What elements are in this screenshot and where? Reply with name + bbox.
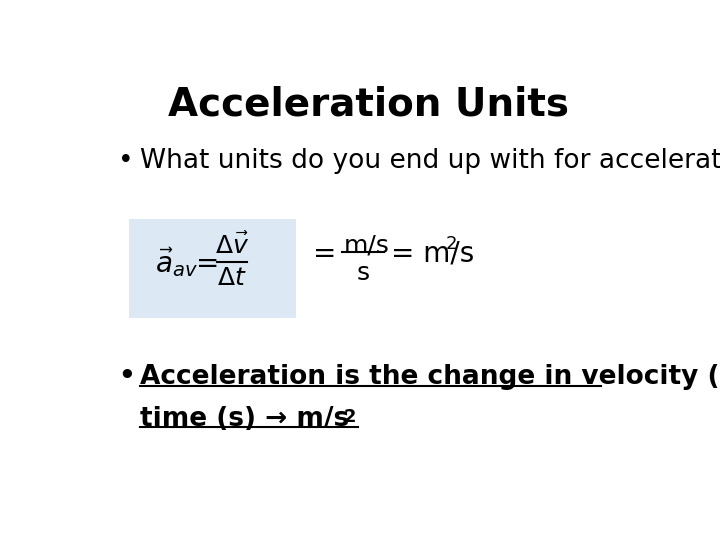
Text: s: s: [356, 261, 369, 285]
Text: $\Delta t$: $\Delta t$: [217, 266, 247, 290]
Text: Acceleration Units: Acceleration Units: [168, 85, 570, 124]
Text: $=$: $=$: [191, 248, 218, 276]
Text: $\vec{a}_{av}$: $\vec{a}_{av}$: [155, 245, 198, 279]
Text: 2: 2: [446, 234, 457, 253]
Text: •: •: [118, 364, 135, 390]
Text: =: =: [313, 240, 336, 268]
Text: $\Delta\vec{v}$: $\Delta\vec{v}$: [215, 233, 249, 259]
FancyBboxPatch shape: [129, 219, 297, 319]
Text: 2: 2: [344, 408, 356, 426]
Text: Acceleration is the change in velocity (m/s) over: Acceleration is the change in velocity (…: [140, 364, 720, 390]
Text: m/s: m/s: [344, 234, 390, 258]
Text: time (s) → m/s: time (s) → m/s: [140, 406, 349, 432]
Text: = m/s: = m/s: [392, 240, 474, 268]
Text: What units do you end up with for acceleration?: What units do you end up with for accele…: [140, 148, 720, 174]
Text: •: •: [118, 148, 133, 174]
